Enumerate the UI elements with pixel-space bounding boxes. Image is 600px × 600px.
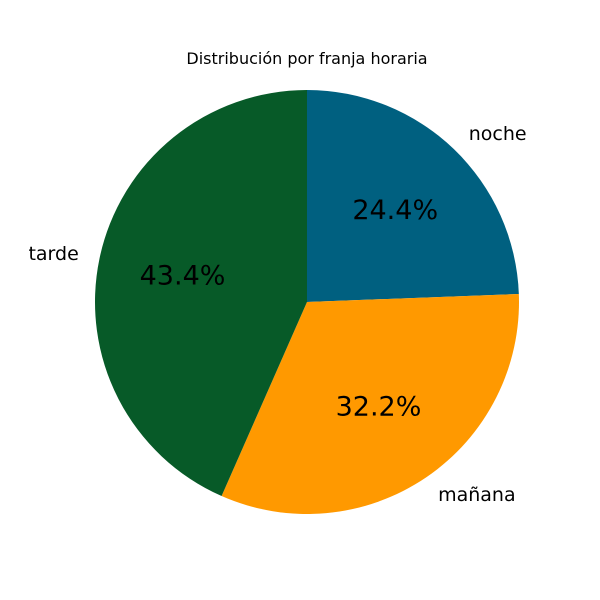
slice-label-mañana: mañana [438,484,516,506]
pie-slice-noche [307,90,519,302]
pie-slices [95,90,519,514]
chart-title: Distribución por franja horaria [186,49,427,68]
pie-slice-tarde [95,90,308,497]
pie-labels: noche 24.4% mañana 32.2% tarde 43.4% [28,123,526,506]
pie-slice-mañana [221,294,519,514]
percent-label-mañana: 32.2% [336,392,422,423]
slice-label-noche: noche [469,123,527,145]
slice-label-tarde: tarde [28,243,78,265]
percent-label-noche: 24.4% [352,195,438,226]
percent-label-tarde: 43.4% [140,260,226,291]
